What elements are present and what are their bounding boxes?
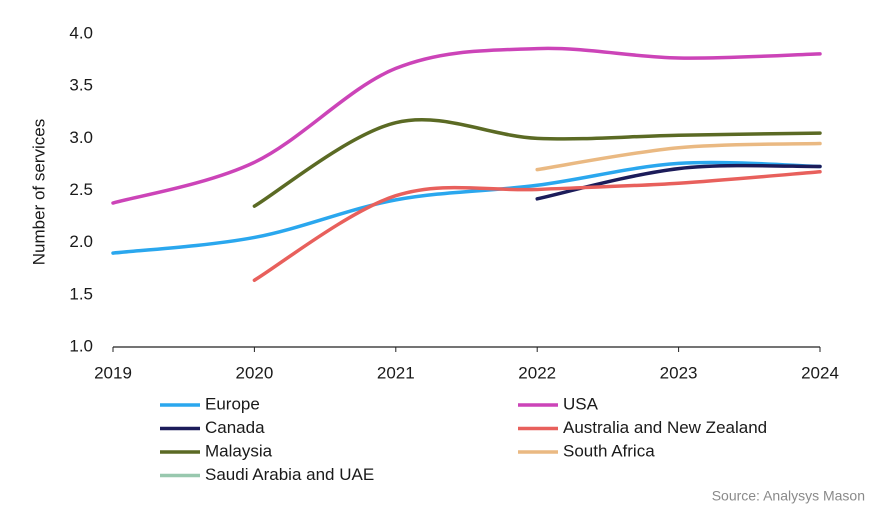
y-tick-label: 2.5: [69, 180, 93, 199]
source: Source: Analysys Mason: [712, 488, 865, 504]
legend-label: Europe: [205, 394, 260, 413]
legend-label: South Africa: [563, 441, 655, 460]
series-line: [111, 46, 822, 205]
series-line: [535, 163, 822, 201]
legend-label: Canada: [205, 418, 265, 437]
y-tick-label: 1.0: [69, 336, 93, 355]
legend-label: Malaysia: [205, 441, 273, 460]
legend-label: USA: [563, 394, 599, 413]
y-tick-label: 3.5: [69, 76, 93, 95]
legend-label: Australia and New Zealand: [563, 418, 767, 437]
series-line: [252, 118, 822, 208]
x-tick-label: 2022: [518, 363, 556, 382]
y-tick-label: 1.5: [69, 284, 93, 303]
x-tick-label: 2021: [377, 363, 415, 382]
y-tick-label: 2.0: [69, 232, 93, 251]
x-tick-label: 2019: [94, 363, 132, 382]
y-tick-label: 4.0: [69, 23, 93, 42]
y-axis-label: Number of services: [29, 119, 48, 265]
series-line: [252, 169, 822, 282]
x-tick-label: 2020: [235, 363, 273, 382]
series-line: [111, 160, 822, 255]
x-tick-label: 2024: [801, 363, 839, 382]
y-tick-label: 3.0: [69, 128, 93, 147]
x-tick-label: 2023: [660, 363, 698, 382]
legend-label: Saudi Arabia and UAE: [205, 465, 374, 484]
series-line: [535, 141, 822, 172]
